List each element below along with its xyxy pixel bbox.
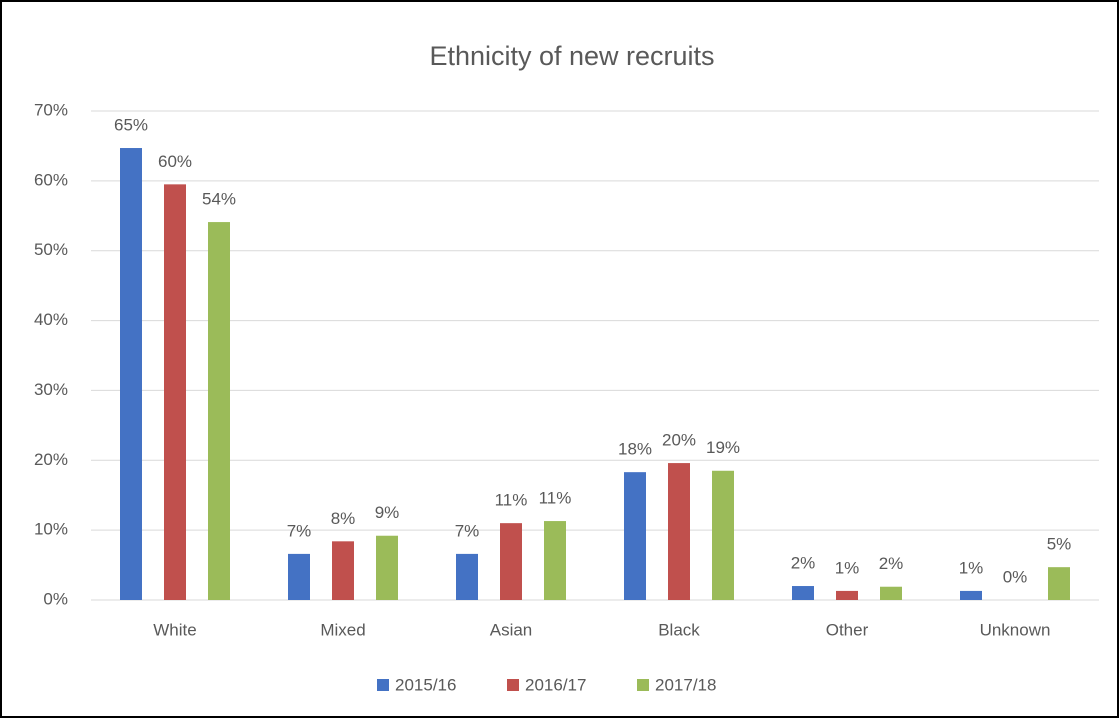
bar [120,148,142,600]
bar [792,586,814,600]
value-label: 19% [706,438,740,457]
bar [164,184,186,600]
value-label: 18% [618,440,652,459]
bar [456,553,478,600]
y-tick-label: 10% [34,520,68,539]
value-label: 1% [835,558,860,577]
y-tick-label: 60% [34,170,68,189]
bar [624,472,646,600]
x-tick-label: Mixed [320,620,365,639]
legend-label: 2015/16 [395,675,456,694]
legend-swatch [507,679,519,691]
y-tick-label: 70% [34,100,68,119]
value-label: 7% [287,521,312,540]
value-label: 20% [662,431,696,450]
value-label: 7% [455,521,480,540]
bar [668,463,690,600]
bar [544,521,566,600]
legend-swatch [377,679,389,691]
value-label: 9% [375,503,400,522]
x-tick-label: Asian [490,620,533,639]
x-tick-label: White [153,620,196,639]
bar [712,470,734,600]
x-tick-label: Unknown [980,620,1051,639]
legend-label: 2017/18 [655,675,716,694]
value-label: 54% [202,190,236,209]
legend-swatch [637,679,649,691]
value-label: 2% [791,554,816,573]
value-label: 1% [959,558,984,577]
value-label: 11% [495,491,528,510]
bar [880,586,902,600]
y-tick-label: 50% [34,240,68,259]
value-label: 0% [1003,567,1028,586]
y-tick-label: 20% [34,450,68,469]
bar [332,541,354,600]
bar [288,553,310,600]
value-label: 8% [331,509,356,528]
bar [960,590,982,600]
bar [500,523,522,600]
value-label: 2% [879,554,904,573]
y-tick-label: 30% [34,380,68,399]
bar [376,535,398,600]
y-tick-label: 40% [34,310,68,329]
bar [836,590,858,600]
chart-title: Ethnicity of new recruits [429,41,714,71]
y-tick-label: 0% [43,589,68,608]
x-tick-label: Other [826,620,869,639]
x-tick-label: Black [658,620,700,639]
value-label: 65% [114,116,148,135]
value-label: 11% [539,489,572,508]
bar [208,222,230,600]
legend-label: 2016/17 [525,675,586,694]
value-label: 5% [1047,535,1072,554]
bar [1048,567,1070,600]
value-label: 60% [158,152,192,171]
